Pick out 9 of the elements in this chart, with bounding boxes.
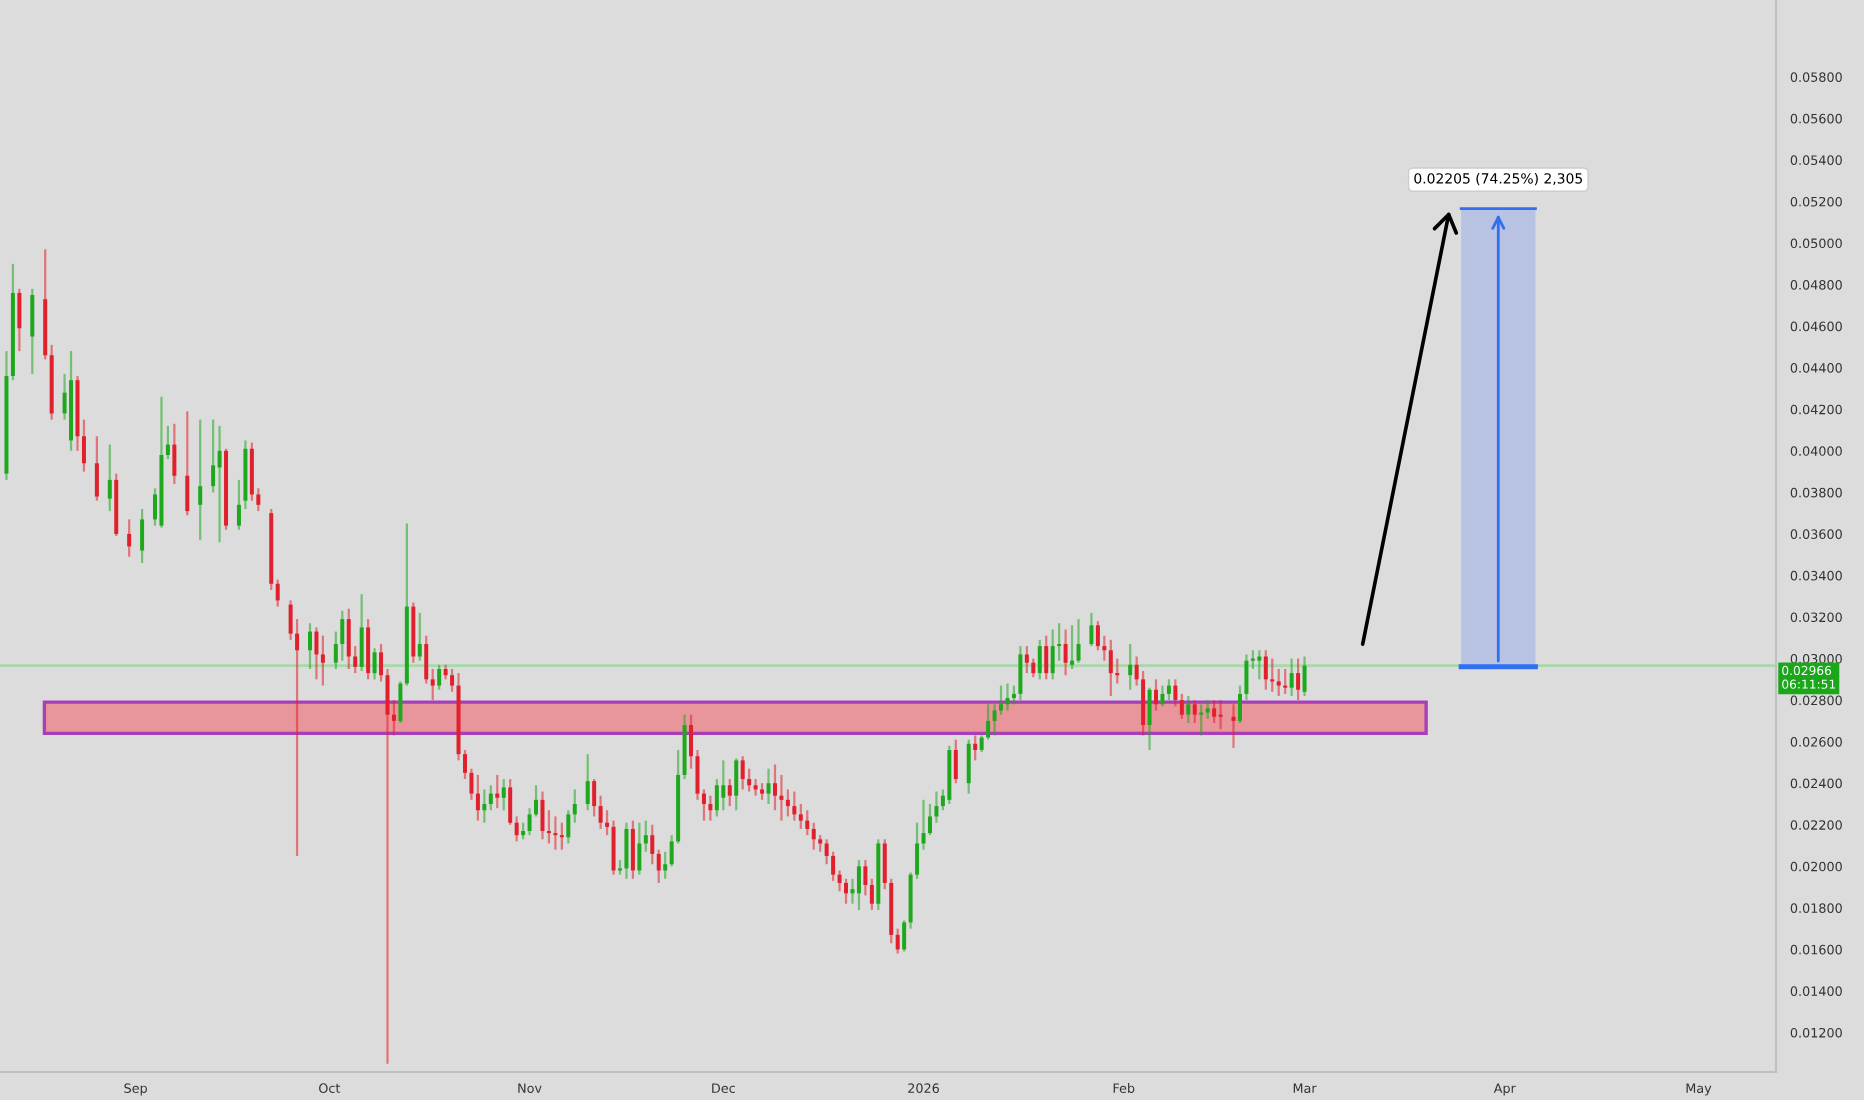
candlestick xyxy=(844,877,849,905)
candlestick xyxy=(307,622,312,671)
candlestick xyxy=(462,748,467,781)
candlestick xyxy=(753,777,758,797)
candlestick xyxy=(617,858,622,876)
candlestick xyxy=(999,684,1004,716)
candlestick xyxy=(772,763,777,812)
candlestick xyxy=(927,802,932,837)
candlestick xyxy=(1154,678,1159,712)
